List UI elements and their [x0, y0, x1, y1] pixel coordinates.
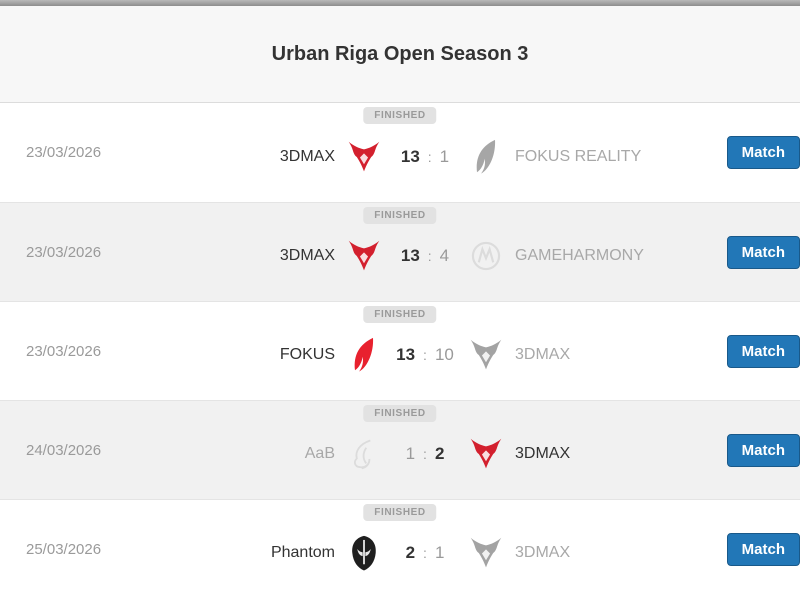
team1-name: Phantom [270, 544, 335, 561]
team2-score: 10 [434, 345, 454, 364]
match-date: 25/03/2026 [26, 540, 102, 558]
status-badge: FINISHED [363, 504, 437, 521]
match-date: 23/03/2026 [26, 342, 102, 360]
fokus-logo [468, 139, 504, 175]
status-badge: FINISHED [363, 306, 437, 323]
score: 2 : 1 [382, 543, 468, 563]
page-title: Urban Riga Open Season 3 [271, 42, 529, 65]
match-row: FINISHED 23/03/2026 FOKUS 13 : 10 3DMAX … [0, 301, 800, 400]
match-action: Match [700, 433, 800, 467]
team1-name: 3DMAX [279, 247, 335, 264]
team2: FOKUS REALITY [468, 139, 700, 175]
team1: 3DMAX [150, 238, 382, 274]
score-separator: : [423, 446, 427, 462]
status-badge: FINISHED [363, 107, 437, 124]
match-center: Phantom 2 : 1 3DMAX [150, 527, 700, 571]
team2-name: 3DMAX [515, 346, 571, 363]
team2: GAMEHARMONY [468, 238, 700, 274]
score-separator: : [427, 148, 432, 165]
match-date: 24/03/2026 [26, 441, 102, 459]
devil-logo [468, 436, 504, 472]
match-center: 3DMAX 13 : 1 FOKUS REALITY [150, 131, 700, 175]
status-badge: FINISHED [363, 207, 437, 224]
team1: FOKUS [150, 337, 382, 373]
match-button[interactable]: Match [726, 532, 800, 566]
team2-score: 2 [434, 444, 445, 463]
match-row: FINISHED 25/03/2026 Phantom 2 : 1 3DMAX … [0, 499, 800, 598]
team2-name: 3DMAX [515, 544, 571, 561]
match-center: 3DMAX 13 : 4 GAMEHARMONY [150, 230, 700, 274]
match-button[interactable]: Match [726, 136, 800, 169]
score: 13 : 4 [382, 246, 468, 266]
team2: 3DMAX [468, 535, 700, 571]
team1-name: AaB [304, 445, 335, 462]
team2: 3DMAX [468, 337, 700, 373]
team1-score: 1 [405, 444, 416, 463]
match-center: AaB 1 : 2 3DMAX [150, 428, 700, 472]
match-button[interactable]: Match [726, 334, 800, 368]
match-row: FINISHED 24/03/2026 AaB 1 : 2 3DMAX Matc… [0, 400, 800, 499]
team2: 3DMAX [468, 436, 700, 472]
team2-score: 1 [439, 146, 450, 166]
match-action: Match [700, 532, 800, 566]
team2-name: GAMEHARMONY [515, 247, 644, 264]
devil-logo [346, 238, 382, 274]
match-row: FINISHED 23/03/2026 3DMAX 13 : 4 GAMEHAR… [0, 202, 800, 301]
score-separator: : [423, 545, 427, 561]
match-row: FINISHED 23/03/2026 3DMAX 13 : 1 FOKUS R… [0, 103, 800, 202]
score-separator: : [427, 248, 432, 264]
score: 13 : 10 [382, 345, 468, 365]
team2-name: 3DMAX [515, 445, 571, 462]
match-action: Match [700, 334, 800, 368]
team1-name: FOKUS [279, 346, 335, 363]
match-button[interactable]: Match [726, 433, 800, 467]
match-action: Match [700, 235, 800, 269]
gameharmony-logo [468, 238, 504, 274]
score: 13 : 1 [382, 147, 468, 167]
team2-score: 1 [434, 543, 445, 562]
match-center: FOKUS 13 : 10 3DMAX [150, 329, 700, 373]
score-separator: : [423, 347, 427, 363]
phantom-logo [346, 535, 382, 571]
team1-score: 13 [396, 345, 416, 364]
match-button[interactable]: Match [726, 235, 800, 269]
aab-logo [346, 436, 382, 472]
match-action: Match [700, 136, 800, 169]
tournament-header: Urban Riga Open Season 3 [0, 6, 800, 103]
team1: 3DMAX [150, 139, 382, 175]
team1: Phantom [150, 535, 382, 571]
match-date: 23/03/2026 [26, 243, 102, 261]
team1-name: 3DMAX [279, 147, 335, 165]
status-badge: FINISHED [363, 405, 437, 422]
team1-score: 2 [405, 543, 416, 562]
team1: AaB [150, 436, 382, 472]
score: 1 : 2 [382, 444, 468, 464]
devil-logo [468, 337, 504, 373]
team1-score: 13 [400, 246, 420, 265]
match-list: FINISHED 23/03/2026 3DMAX 13 : 1 FOKUS R… [0, 103, 800, 598]
match-date: 23/03/2026 [26, 144, 102, 161]
team2-score: 4 [439, 246, 450, 265]
devil-logo [468, 535, 504, 571]
devil-logo [346, 139, 382, 175]
top-strip [0, 0, 800, 6]
fokus-logo [346, 337, 382, 373]
team1-score: 13 [400, 146, 420, 166]
team2-name: FOKUS REALITY [515, 147, 642, 165]
